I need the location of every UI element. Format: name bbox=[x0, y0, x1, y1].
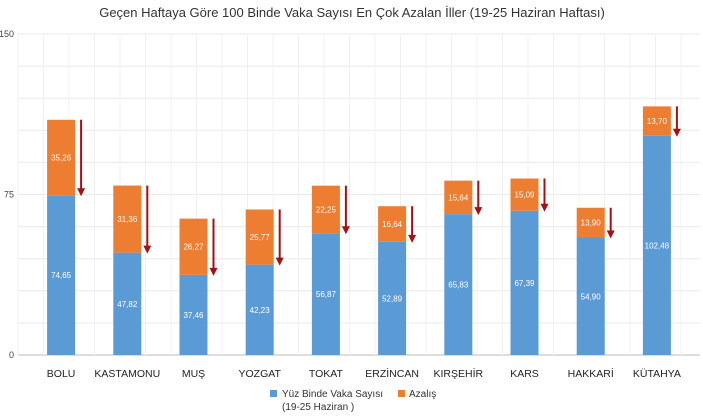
category-label: BOLU bbox=[47, 368, 76, 380]
y-tick-label: 75 bbox=[4, 190, 14, 200]
bar-cases bbox=[311, 233, 340, 355]
bar-cases bbox=[642, 135, 671, 355]
data-label: 47,82 bbox=[117, 300, 138, 309]
data-label: 56,87 bbox=[316, 290, 337, 299]
data-label: 65,83 bbox=[448, 281, 469, 290]
arrow-head bbox=[606, 230, 615, 239]
data-label: 15,09 bbox=[514, 191, 535, 200]
bar-decrease bbox=[378, 206, 407, 242]
arrow-head bbox=[474, 207, 483, 216]
bar-decrease bbox=[311, 185, 340, 234]
y-tick-label: 150 bbox=[0, 29, 14, 39]
data-label: 35,26 bbox=[51, 154, 72, 163]
bar-decrease bbox=[245, 209, 274, 265]
arrow-head bbox=[408, 234, 417, 243]
data-label: 102,48 bbox=[645, 241, 670, 250]
data-label: 22,25 bbox=[316, 205, 337, 214]
arrow-head bbox=[672, 128, 681, 137]
bar-decrease bbox=[510, 178, 539, 211]
legend-swatch-decrease bbox=[398, 390, 405, 397]
bar-decrease bbox=[113, 185, 142, 253]
legend-label-cases-line2: (19-25 Haziran ) bbox=[282, 402, 354, 413]
category-label: MUŞ bbox=[182, 368, 205, 380]
data-label: 67,39 bbox=[514, 279, 535, 288]
data-label: 37,46 bbox=[183, 311, 204, 320]
bar-cases bbox=[378, 241, 407, 355]
data-label: 42,23 bbox=[250, 306, 271, 315]
data-label: 13,90 bbox=[581, 219, 602, 228]
bar-decrease bbox=[444, 180, 473, 215]
bar-cases bbox=[245, 264, 274, 355]
data-label: 26,27 bbox=[183, 243, 204, 252]
arrow-head bbox=[209, 267, 218, 276]
category-label: ERZİNCAN bbox=[365, 367, 419, 380]
bar-cases bbox=[113, 252, 142, 355]
bar-cases bbox=[576, 237, 605, 355]
category-label: KÜTAHYA bbox=[633, 368, 681, 380]
data-label: 54,90 bbox=[581, 292, 602, 301]
bar-cases bbox=[179, 274, 208, 355]
category-label: KIRŞEHİR bbox=[434, 367, 484, 380]
data-label: 13,70 bbox=[647, 117, 668, 126]
category-label: TOKAT bbox=[309, 368, 344, 380]
category-label: HAKKARİ bbox=[568, 367, 614, 380]
bar-decrease bbox=[47, 119, 76, 196]
chart-title: Geçen Haftaya Göre 100 Binde Vaka Sayısı… bbox=[99, 5, 605, 20]
arrow-head bbox=[341, 226, 350, 235]
bar-cases bbox=[47, 195, 76, 355]
legend-swatch-cases bbox=[270, 390, 277, 397]
arrow-head bbox=[77, 188, 86, 197]
bar-decrease bbox=[642, 106, 671, 136]
data-label: 52,89 bbox=[382, 294, 403, 303]
data-label: 25,77 bbox=[250, 233, 271, 242]
bar-decrease bbox=[576, 207, 605, 238]
data-label: 16,64 bbox=[382, 220, 403, 229]
category-label: KASTAMONU bbox=[94, 368, 160, 380]
data-label: 74,65 bbox=[51, 271, 72, 280]
bar-cases bbox=[444, 214, 473, 355]
legend-label-decrease: Azalış bbox=[409, 389, 436, 400]
data-label: 31,36 bbox=[117, 215, 138, 224]
arrow-head bbox=[275, 257, 284, 266]
category-label: YOZGAT bbox=[239, 368, 282, 380]
legend-label-cases: Yüz Binde Vaka Sayısı bbox=[282, 389, 383, 400]
data-label: 15,64 bbox=[448, 193, 469, 202]
arrow-head bbox=[540, 203, 549, 212]
category-label: KARS bbox=[510, 368, 539, 380]
bar-cases bbox=[510, 210, 539, 355]
y-tick-label: 0 bbox=[9, 350, 14, 360]
arrow-head bbox=[143, 245, 152, 254]
bar-decrease bbox=[179, 218, 208, 275]
